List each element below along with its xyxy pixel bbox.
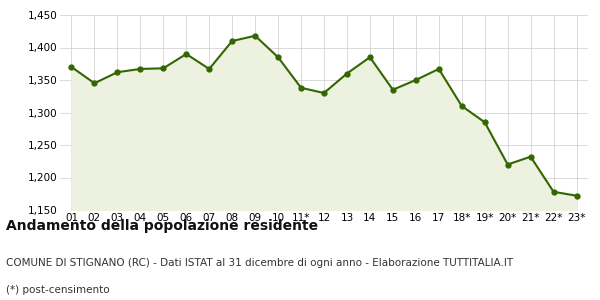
Text: COMUNE DI STIGNANO (RC) - Dati ISTAT al 31 dicembre di ogni anno - Elaborazione : COMUNE DI STIGNANO (RC) - Dati ISTAT al … bbox=[6, 258, 513, 268]
Text: (*) post-censimento: (*) post-censimento bbox=[6, 285, 110, 295]
Text: Andamento della popolazione residente: Andamento della popolazione residente bbox=[6, 219, 318, 233]
